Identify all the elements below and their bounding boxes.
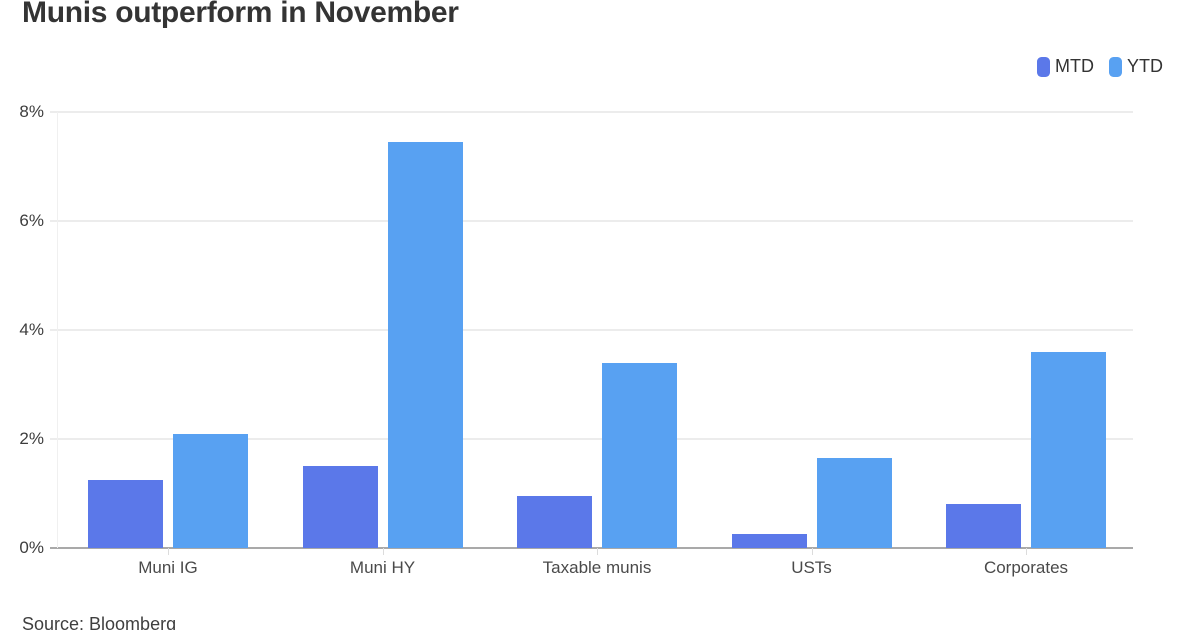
- x-axis-tick-corporates: [1026, 548, 1027, 555]
- x-axis-label-usts: USTs: [791, 558, 832, 577]
- bar-mtd-corporates[interactable]: [946, 504, 1021, 548]
- legend: MTD YTD: [1037, 56, 1163, 77]
- bar-mtd-taxable-munis[interactable]: [517, 496, 592, 548]
- gridline-8%: [50, 111, 1133, 113]
- x-axis-label-corporates: Corporates: [983, 558, 1069, 577]
- gridline-4%: [50, 329, 1133, 331]
- x-axis-tick-taxable-munis: [597, 548, 598, 555]
- y-axis-label-4%: 4%: [19, 320, 44, 339]
- bar-ytd-muni-ig[interactable]: [173, 434, 248, 548]
- bar-mtd-muni-ig[interactable]: [88, 480, 163, 548]
- y-axis-label-6%: 6%: [19, 211, 44, 230]
- x-axis-tick-muni-hy: [382, 548, 384, 555]
- y-axis-label-2%: 2%: [19, 429, 44, 448]
- x-axis-label-muni-ig: Muni IG: [138, 558, 198, 577]
- gridline-2%: [50, 438, 1133, 440]
- y-axis-label-0%: 0%: [19, 538, 44, 557]
- legend-label-mtd: MTD: [1055, 56, 1094, 76]
- chart-title: Munis outperform in November: [22, 0, 459, 29]
- ytd-swatch-icon: [1109, 56, 1122, 77]
- x-axis-tick-usts: [811, 548, 813, 555]
- bar-ytd-corporates[interactable]: [1031, 352, 1106, 548]
- bar-mtd-usts[interactable]: [731, 534, 807, 548]
- mtd-swatch-icon: [1037, 56, 1050, 77]
- legend-item-mtd[interactable]: MTD: [1037, 56, 1094, 77]
- x-axis-label-taxable-munis: Taxable munis: [542, 558, 652, 577]
- bar-ytd-muni-hy[interactable]: [387, 142, 463, 548]
- y-axis-line: [57, 112, 58, 548]
- gridline-6%: [50, 220, 1133, 222]
- y-axis-label-8%: 8%: [19, 102, 44, 121]
- source-note: Source: Bloomberg: [22, 614, 177, 630]
- x-axis-tick-muni-ig: [168, 548, 169, 555]
- x-axis-label-muni-hy: Muni HY: [349, 558, 416, 577]
- bar-ytd-taxable-munis[interactable]: [602, 363, 677, 548]
- legend-label-ytd: YTD: [1127, 56, 1163, 76]
- bar-ytd-usts[interactable]: [816, 458, 892, 548]
- legend-item-ytd[interactable]: YTD: [1109, 56, 1163, 77]
- bar-mtd-muni-hy[interactable]: [302, 466, 378, 548]
